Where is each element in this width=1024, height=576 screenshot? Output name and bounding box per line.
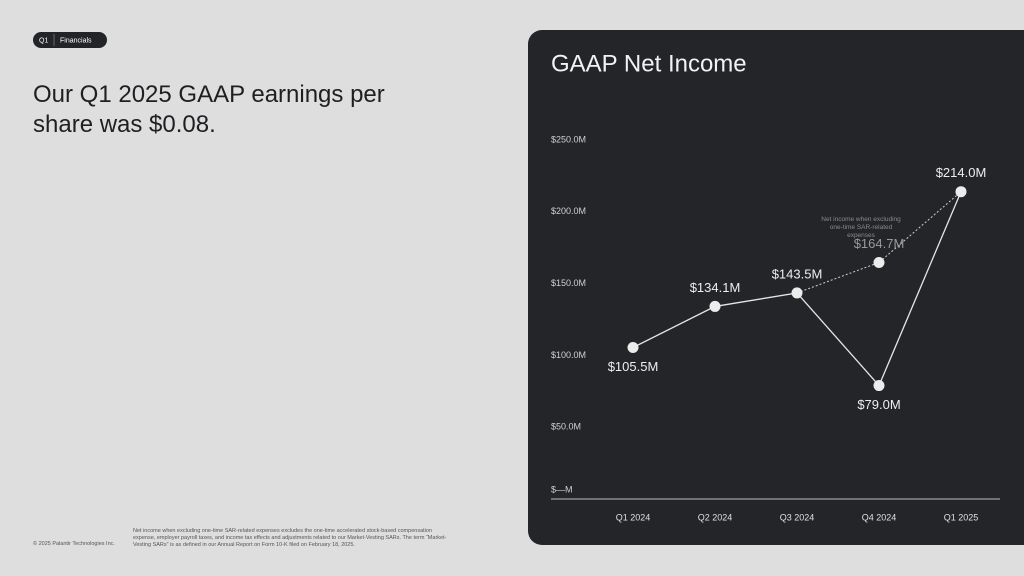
y-tick-label: $50.0M — [551, 422, 581, 432]
chart-title: GAAP Net Income — [551, 50, 747, 77]
x-tick-label: Q1 2025 — [944, 512, 979, 522]
value-label: $214.0M — [936, 165, 987, 180]
dashed-line — [796, 191, 962, 294]
point — [873, 380, 885, 392]
y-tick-label: $150.0M — [551, 278, 586, 288]
y-tick-label: $—M — [551, 484, 573, 494]
point — [873, 256, 885, 268]
x-tick-label: Q4 2024 — [862, 512, 897, 522]
copyright: © 2025 Palantir Technologies Inc. — [33, 541, 115, 547]
badge-label: Financials — [60, 37, 92, 44]
footnote: Net income when excluding one-time SAR-r… — [133, 528, 447, 548]
point — [791, 287, 803, 299]
heading: Our Q1 2025 GAAP earnings per share was … — [33, 81, 385, 138]
value-label: $105.5M — [608, 359, 659, 374]
value-label: $134.1M — [690, 280, 741, 295]
x-tick-label: Q2 2024 — [698, 512, 733, 522]
point — [955, 186, 967, 198]
x-tick-label: Q1 2024 — [616, 512, 651, 522]
point — [709, 300, 721, 312]
chart-card — [528, 30, 1024, 545]
value-label: $79.0M — [857, 397, 900, 412]
point — [627, 342, 639, 354]
value-label: $143.5M — [772, 266, 823, 281]
x-tick-label: Q3 2024 — [780, 512, 815, 522]
y-tick-label: $250.0M — [551, 134, 586, 144]
value-label: $164.7M — [854, 236, 905, 251]
y-tick-label: $100.0M — [551, 350, 586, 360]
annotation: Net income when excluding one-time SAR-r… — [821, 216, 901, 239]
badge-section: Q1 — [39, 37, 48, 44]
badge — [33, 32, 107, 48]
y-tick-label: $200.0M — [551, 206, 586, 216]
